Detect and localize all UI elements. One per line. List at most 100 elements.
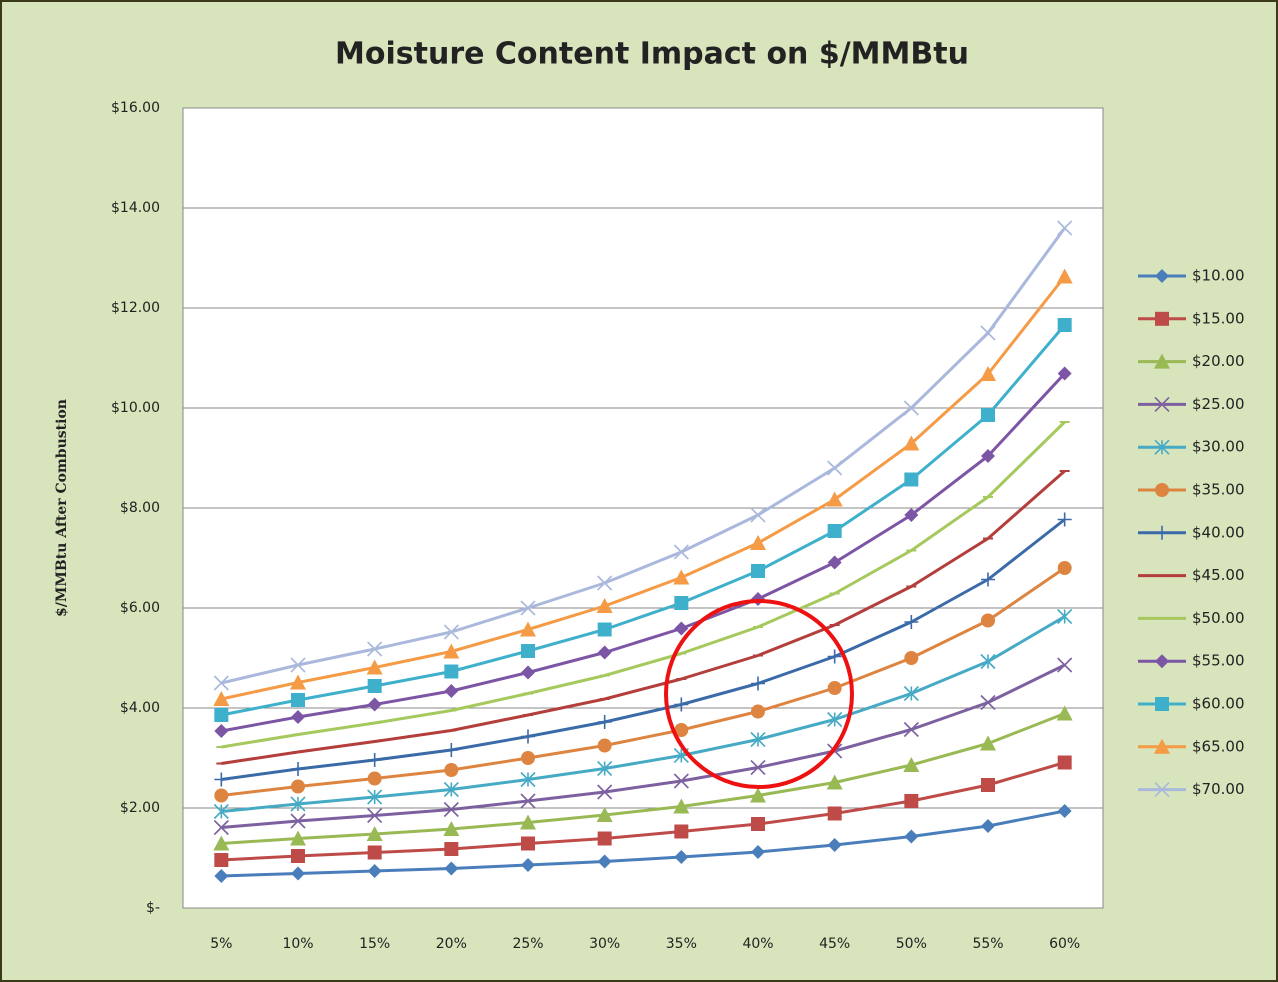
marker (750, 507, 766, 523)
marker (291, 779, 305, 794)
marker (904, 651, 919, 665)
marker (521, 858, 535, 872)
x-tick-label: 45% (819, 936, 850, 952)
marker (903, 400, 919, 416)
marker (597, 622, 612, 637)
marker (291, 762, 305, 776)
marker (444, 861, 459, 876)
marker (290, 657, 306, 673)
marker (981, 449, 995, 463)
marker (674, 723, 689, 737)
marker (596, 807, 613, 822)
marker (290, 796, 306, 812)
series-line (221, 518, 1066, 781)
marker (674, 824, 689, 839)
x-tick-label: 60% (1049, 936, 1080, 952)
marker (597, 715, 612, 729)
marker (290, 813, 306, 829)
marker (597, 854, 612, 869)
marker (597, 575, 613, 591)
x-tick-label: 30% (589, 936, 620, 952)
marker (214, 708, 229, 722)
marker (213, 835, 230, 851)
marker (673, 773, 689, 789)
marker (1057, 318, 1072, 332)
marker (367, 641, 383, 657)
series-line (221, 761, 1066, 862)
marker (214, 853, 229, 867)
marker (291, 693, 305, 707)
marker (443, 643, 460, 659)
marker (980, 366, 996, 381)
marker (1057, 755, 1072, 770)
legend-marker (1154, 353, 1170, 369)
marker (597, 784, 613, 800)
x-tick-label: 25% (512, 936, 543, 952)
marker (1057, 512, 1072, 527)
marker (981, 778, 995, 792)
marker (750, 787, 766, 803)
marker (290, 830, 306, 846)
legend-marker (1155, 311, 1169, 326)
marker (673, 569, 690, 585)
marker (521, 751, 535, 765)
marker (443, 624, 459, 640)
marker (521, 836, 535, 851)
series-line (221, 420, 1066, 749)
marker (904, 794, 919, 808)
marker (443, 781, 459, 798)
marker (827, 524, 842, 538)
marker (750, 759, 766, 776)
marker (367, 864, 382, 878)
marker (213, 803, 229, 820)
legend-marker (1155, 483, 1169, 497)
marker (597, 831, 612, 846)
marker (904, 508, 919, 522)
marker (213, 819, 229, 836)
marker (673, 544, 689, 560)
marker (751, 817, 765, 831)
series-line (221, 615, 1066, 813)
marker (214, 788, 229, 803)
marker (520, 771, 536, 788)
marker (1057, 561, 1072, 575)
marker (443, 801, 459, 818)
marker (444, 664, 459, 679)
marker (290, 674, 306, 690)
marker (521, 729, 535, 744)
x-tick-label: 55% (972, 936, 1003, 952)
legend-label: $60.00 (1192, 695, 1245, 713)
marker (520, 600, 536, 616)
legend-marker (1155, 654, 1169, 669)
marker (520, 621, 536, 637)
marker (367, 697, 382, 712)
marker (751, 564, 765, 578)
marker (444, 763, 459, 777)
highlight-circle (664, 599, 854, 789)
marker (981, 613, 995, 628)
x-tick-label: 35% (666, 936, 697, 952)
marker (1057, 220, 1073, 236)
marker (826, 774, 843, 790)
marker (980, 694, 996, 711)
legend-marker (1154, 782, 1170, 798)
series-layer: $- $2.00 $4.00 $6.00 $8.00 $10.00 $12.00 $14.00… (111, 100, 1245, 952)
marker (827, 460, 843, 476)
chart-title: Moisture Content Impact on $/MMBtu (335, 37, 969, 72)
marker (827, 649, 842, 664)
marker (903, 721, 919, 738)
marker (367, 679, 382, 693)
marker (1057, 366, 1072, 381)
marker (291, 710, 305, 724)
marker (980, 735, 996, 751)
legend-label: $40.00 (1192, 523, 1245, 541)
marker (213, 691, 230, 706)
legend-label: $25.00 (1192, 395, 1245, 413)
marker (291, 866, 305, 881)
y-tick-label: $10.00 (111, 400, 160, 416)
marker (827, 806, 842, 821)
y-tick-label: $2.00 (120, 800, 160, 816)
marker (367, 753, 382, 767)
marker (521, 665, 535, 680)
